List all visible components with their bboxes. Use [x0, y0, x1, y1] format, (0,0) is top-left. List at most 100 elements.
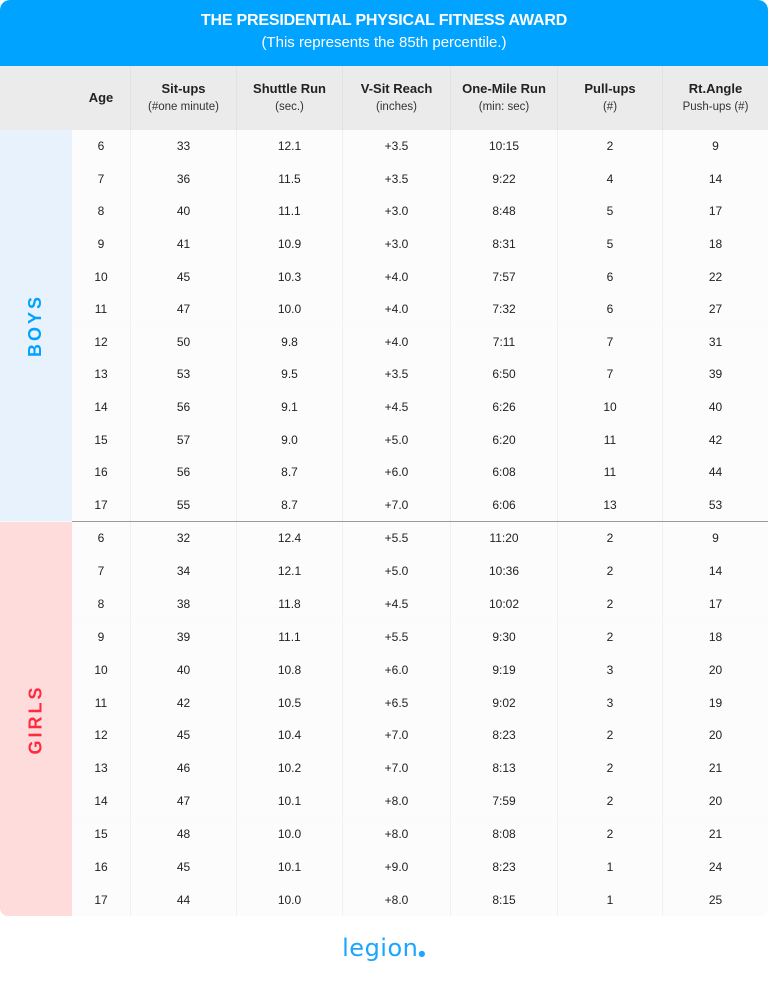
table-cell: 10.1	[236, 850, 342, 884]
column-header-unit: (inches)	[376, 101, 417, 113]
table-cell: 14	[662, 554, 768, 588]
table-cell: 11	[72, 292, 130, 326]
table-cell: 4	[557, 162, 662, 196]
table-cell: 8.7	[236, 488, 342, 521]
table-row: 10 40 10.8 +6.0 9:19 3 20	[72, 653, 768, 687]
table-cell: 11.8	[236, 587, 342, 621]
table-cell: 45	[130, 850, 236, 884]
table-cell: 10	[72, 260, 130, 293]
table-cell: 17	[662, 587, 768, 621]
table-cell: 47	[130, 292, 236, 326]
girls-label-band: GIRLS	[0, 522, 72, 916]
table-cell: 17	[662, 195, 768, 228]
table-cell: 8:48	[450, 195, 557, 228]
column-header-label: Sit-ups	[161, 81, 206, 96]
table-cell: 56	[130, 390, 236, 424]
table-cell: 6	[557, 292, 662, 326]
table-cell: 11.1	[236, 195, 342, 228]
table-cell: +5.0	[342, 423, 450, 456]
table-cell: 7:57	[450, 260, 557, 293]
table-cell: +4.0	[342, 292, 450, 326]
table-row: 16 45 10.1 +9.0 8:23 1 24	[72, 850, 768, 884]
table-cell: 20	[662, 653, 768, 687]
table-cell: +3.0	[342, 227, 450, 261]
table-cell: 47	[130, 784, 236, 818]
table-cell: 9	[72, 227, 130, 261]
table-cell: 6:06	[450, 488, 557, 521]
table-cell: 18	[662, 227, 768, 261]
table-row: 17 44 10.0 +8.0 8:15 1 25	[72, 883, 768, 916]
table-cell: 11	[72, 686, 130, 719]
table-cell: +3.0	[342, 195, 450, 228]
table-cell: 25	[662, 883, 768, 916]
table-cell: 2	[557, 817, 662, 851]
table-cell: 8:08	[450, 817, 557, 851]
table-cell: 18	[662, 620, 768, 654]
table-cell: 57	[130, 423, 236, 456]
table-cell: 56	[130, 455, 236, 489]
column-header-unit: (#one minute)	[148, 101, 219, 113]
table-cell: 53	[662, 488, 768, 521]
column-header-unit: Push-ups (#)	[682, 101, 749, 113]
table-cell: 10	[557, 390, 662, 424]
table-cell: 7:11	[450, 325, 557, 359]
table-cell: 9:30	[450, 620, 557, 654]
table-cell: 11	[557, 455, 662, 489]
table-cell: 38	[130, 587, 236, 621]
table-cell: +3.5	[342, 358, 450, 391]
table-cell: 12.4	[236, 522, 342, 555]
girls-section: GIRLS 6 32 12.4 +5.5 11:20 2 9 7 34 12.1 +5.0 10:36…	[0, 522, 768, 916]
boys-section: BOYS 6 33 12.1 +3.5 10:15 2 9 7 36 11.5 +3.5 9:22 4 1…	[0, 130, 768, 521]
table-cell: 50	[130, 325, 236, 359]
column-header-1: Sit-ups (#one minute)	[130, 66, 236, 130]
table-cell: 10.0	[236, 292, 342, 326]
table-cell: 13	[557, 488, 662, 521]
table-cell: 53	[130, 358, 236, 391]
table-cell: 1	[557, 850, 662, 884]
table-cell: 10.9	[236, 227, 342, 261]
table-cell: 10:15	[450, 130, 557, 163]
table-cell: 10.2	[236, 751, 342, 785]
table-cell: 46	[130, 751, 236, 785]
column-header-label: One-Mile Run	[462, 81, 546, 96]
table-cell: 13	[72, 358, 130, 391]
table-cell: +8.0	[342, 817, 450, 851]
table-cell: 17	[72, 883, 130, 916]
column-header-unit: (min: sec)	[478, 101, 530, 113]
table-row: 11 42 10.5 +6.5 9:02 3 19	[72, 686, 768, 719]
table-cell: 10:36	[450, 554, 557, 588]
table-row: 14 56 9.1 +4.5 6:26 10 40	[72, 390, 768, 424]
table-cell: +8.0	[342, 883, 450, 916]
table-cell: 32	[130, 522, 236, 555]
column-header-5: Pull-ups (#)	[557, 66, 662, 130]
table-cell: 6	[557, 260, 662, 293]
table-cell: +9.0	[342, 850, 450, 884]
table-row: 15 57 9.0 +5.0 6:20 11 42	[72, 423, 768, 456]
table-cell: 16	[72, 850, 130, 884]
table-cell: 34	[130, 554, 236, 588]
table-cell: 8:13	[450, 751, 557, 785]
table-row: 11 47 10.0 +4.0 7:32 6 27	[72, 292, 768, 326]
table-cell: +5.5	[342, 522, 450, 555]
table-cell: 9.8	[236, 325, 342, 359]
table-row: 16 56 8.7 +6.0 6:08 11 44	[72, 455, 768, 489]
column-header-unit: (#)	[602, 101, 618, 113]
table-cell: 10.0	[236, 817, 342, 851]
logo-text: legion	[342, 934, 419, 962]
table-cell: 10.0	[236, 883, 342, 916]
table-cell: 20	[662, 784, 768, 818]
table-cell: 11.5	[236, 162, 342, 196]
table-cell: 9	[662, 522, 768, 555]
table-cell: 40	[130, 195, 236, 228]
table-cell: 7:59	[450, 784, 557, 818]
section-divider	[72, 521, 768, 522]
table-cell: 9:19	[450, 653, 557, 687]
table-row: 17 55 8.7 +7.0 6:06 13 53	[72, 488, 768, 521]
table-cell: 33	[130, 130, 236, 163]
table-cell: 42	[662, 423, 768, 456]
table-cell: 2	[557, 554, 662, 588]
table-cell: +6.0	[342, 455, 450, 489]
table-cell: 8:15	[450, 883, 557, 916]
table-cell: 8:31	[450, 227, 557, 261]
table-cell: 7	[72, 554, 130, 588]
